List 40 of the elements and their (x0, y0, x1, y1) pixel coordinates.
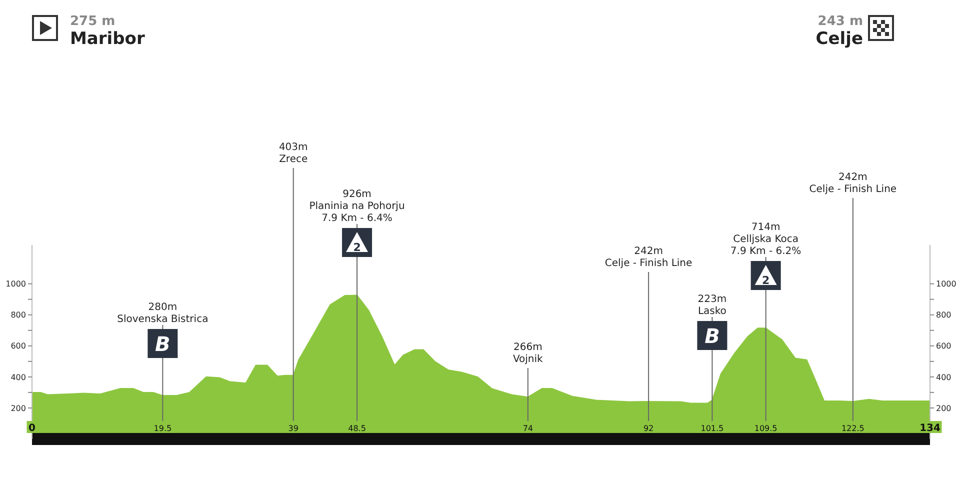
y2-tick-label: 1000 (936, 280, 956, 289)
ref-line-label: 280m Slovenska Bistrica (117, 302, 208, 325)
y-tick-label: 600 (10, 342, 26, 351)
ref-line-label: 242m Celje - Finish Line (809, 172, 897, 195)
annotation: 2 (762, 274, 770, 287)
x-tick-label: 134 (920, 423, 940, 434)
ref-line-label: 714m Celljska Koca 7.9 Km - 6.2% (730, 222, 802, 257)
y-tick-label: 1000 (6, 280, 26, 289)
y2-tick-label: 200 (936, 404, 952, 413)
y2-tick-label: 800 (936, 310, 952, 320)
ref-line-label: 242m Celje - Finish Line (604, 246, 692, 269)
x-tick-label: 19.5 (154, 424, 172, 433)
letter-badge-icon: B (148, 329, 178, 358)
x-tick-label: 122.5 (841, 424, 864, 433)
x-tick-label: 39 (288, 424, 298, 433)
text: 275 m (70, 14, 116, 29)
ref-line-label: 403m Zrece (278, 142, 308, 165)
y-tick-label: 400 (10, 372, 26, 382)
x-tick-label: 0 (28, 423, 36, 434)
x-tick-label: 74 (522, 424, 534, 433)
text: Celje (816, 29, 863, 49)
ref-line-label: 223m Lasko (698, 294, 727, 317)
mountain-icon: 2 (750, 261, 781, 290)
x-tick-label: 109.5 (754, 424, 778, 433)
letter-badge-icon: B (697, 321, 728, 350)
text: 243 m (818, 14, 863, 29)
annotation: B (704, 324, 720, 348)
y-tick-label: 200 (10, 404, 26, 413)
x-tick-label: 48.5 (348, 424, 366, 433)
y2-tick-label: 400 (936, 372, 952, 382)
mountain-icon: 2 (342, 228, 372, 257)
ref-line-label: 266m Vojnik (512, 342, 544, 365)
annotation: 2 (353, 241, 361, 254)
x-tick-label: 101.5 (700, 424, 724, 433)
y2-tick-label: 600 (936, 342, 952, 351)
ref-line-label: 926m Planinia na Pohorju 7.9 Km - 6.4% (309, 189, 405, 224)
annotation: B (155, 332, 170, 356)
text: Maribor (70, 29, 146, 49)
y-tick-label: 800 (10, 310, 26, 320)
x-tick-label: 92 (643, 424, 654, 433)
